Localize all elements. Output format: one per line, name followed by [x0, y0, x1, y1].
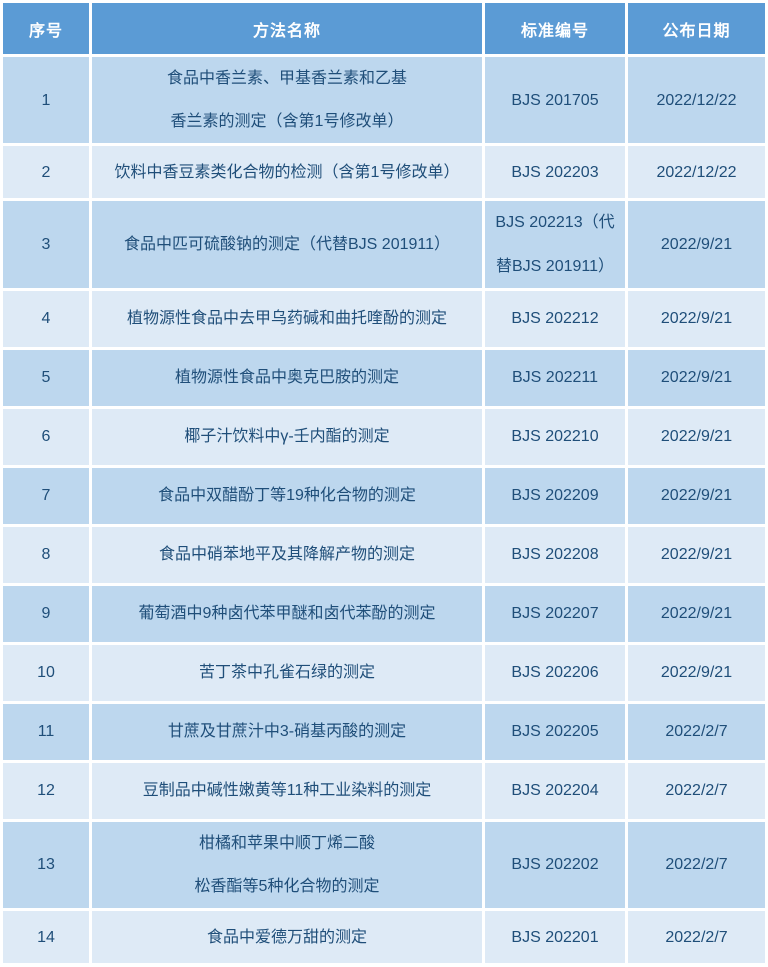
publish-date-cell: 2022/9/21	[628, 201, 765, 288]
table-row: 10 苦丁茶中孔雀石绿的测定 BJS 202206 2022/9/21	[3, 644, 765, 701]
method-name-cell: 食品中爱德万甜的测定	[92, 911, 482, 964]
row-index-cell: 11	[3, 703, 89, 760]
standard-code-cell: BJS 202212	[485, 290, 625, 347]
row-index-cell: 14	[3, 911, 89, 964]
table-row: 14 食品中爱德万甜的测定 BJS 202201 2022/2/7	[3, 911, 765, 964]
publish-date-cell: 2022/2/7	[628, 762, 765, 819]
row-index-cell: 10	[3, 644, 89, 701]
publish-date-cell: 2022/9/21	[628, 585, 765, 642]
row-index-cell: 6	[3, 408, 89, 465]
row-index-cell: 7	[3, 467, 89, 524]
method-name-cell: 植物源性食品中奥克巴胺的测定	[92, 349, 482, 406]
method-name-cell: 苦丁茶中孔雀石绿的测定	[92, 644, 482, 701]
method-name-cell: 植物源性食品中去甲乌药碱和曲托喹酚的测定	[92, 290, 482, 347]
publish-date-cell: 2022/2/7	[628, 911, 765, 964]
method-name-cell: 食品中匹可硫酸钠的测定（代替BJS 201911）	[92, 201, 482, 288]
standard-code-cell: BJS 201705	[485, 57, 625, 144]
table-row: 9 葡萄酒中9种卤代苯甲醚和卤代苯酚的测定 BJS 202207 2022/9/…	[3, 585, 765, 642]
table-row: 6 椰子汁饮料中γ-壬内酯的测定 BJS 202210 2022/9/21	[3, 408, 765, 465]
standard-code-cell: BJS 202208	[485, 526, 625, 583]
table-row: 12 豆制品中碱性嫩黄等11种工业染料的测定 BJS 202204 2022/2…	[3, 762, 765, 819]
row-index-cell: 5	[3, 349, 89, 406]
publish-date-cell: 2022/9/21	[628, 408, 765, 465]
table-row: 3 食品中匹可硫酸钠的测定（代替BJS 201911） BJS 202213（代…	[3, 201, 765, 288]
method-name-cell: 柑橘和苹果中顺丁烯二酸松香酯等5种化合物的测定	[92, 821, 482, 909]
table-row: 13 柑橘和苹果中顺丁烯二酸松香酯等5种化合物的测定 BJS 202202 20…	[3, 821, 765, 909]
publish-date-cell: 2022/9/21	[628, 467, 765, 524]
standard-code-cell: BJS 202209	[485, 467, 625, 524]
standard-code-cell: BJS 202201	[485, 911, 625, 964]
publish-date-cell: 2022/12/22	[628, 146, 765, 199]
method-name-cell: 椰子汁饮料中γ-壬内酯的测定	[92, 408, 482, 465]
method-name-cell: 食品中双醋酚丁等19种化合物的测定	[92, 467, 482, 524]
standard-code-cell: BJS 202203	[485, 146, 625, 199]
standard-code-cell: BJS 202202	[485, 821, 625, 909]
standard-code-cell: BJS 202210	[485, 408, 625, 465]
row-index-cell: 2	[3, 146, 89, 199]
method-name-cell: 甘蔗及甘蔗汁中3-硝基丙酸的测定	[92, 703, 482, 760]
table-row: 1 食品中香兰素、甲基香兰素和乙基香兰素的测定（含第1号修改单） BJS 201…	[3, 57, 765, 144]
row-index-cell: 13	[3, 821, 89, 909]
table-row: 2 饮料中香豆素类化合物的检测（含第1号修改单） BJS 202203 2022…	[3, 146, 765, 199]
standard-code-cell: BJS 202205	[485, 703, 625, 760]
col-header-index: 序号	[3, 3, 89, 54]
table-row: 7 食品中双醋酚丁等19种化合物的测定 BJS 202209 2022/9/21	[3, 467, 765, 524]
standard-code-cell: BJS 202213（代替BJS 201911）	[485, 201, 625, 288]
row-index-cell: 12	[3, 762, 89, 819]
standard-code-cell: BJS 202204	[485, 762, 625, 819]
publish-date-cell: 2022/9/21	[628, 526, 765, 583]
standard-code-cell: BJS 202207	[485, 585, 625, 642]
publish-date-cell: 2022/9/21	[628, 644, 765, 701]
publish-date-cell: 2022/2/7	[628, 703, 765, 760]
col-header-publish-date: 公布日期	[628, 3, 765, 54]
col-header-method-name: 方法名称	[92, 3, 482, 54]
row-index-cell: 8	[3, 526, 89, 583]
method-name-cell: 葡萄酒中9种卤代苯甲醚和卤代苯酚的测定	[92, 585, 482, 642]
table-row: 5 植物源性食品中奥克巴胺的测定 BJS 202211 2022/9/21	[3, 349, 765, 406]
publish-date-cell: 2022/12/22	[628, 57, 765, 144]
table-row: 4 植物源性食品中去甲乌药碱和曲托喹酚的测定 BJS 202212 2022/9…	[3, 290, 765, 347]
publish-date-cell: 2022/2/7	[628, 821, 765, 909]
publish-date-cell: 2022/9/21	[628, 349, 765, 406]
table-row: 8 食品中硝苯地平及其降解产物的测定 BJS 202208 2022/9/21	[3, 526, 765, 583]
row-index-cell: 4	[3, 290, 89, 347]
row-index-cell: 1	[3, 57, 89, 144]
method-name-cell: 豆制品中碱性嫩黄等11种工业染料的测定	[92, 762, 482, 819]
method-name-cell: 饮料中香豆素类化合物的检测（含第1号修改单）	[92, 146, 482, 199]
method-name-cell: 食品中香兰素、甲基香兰素和乙基香兰素的测定（含第1号修改单）	[92, 57, 482, 144]
method-name-cell: 食品中硝苯地平及其降解产物的测定	[92, 526, 482, 583]
table-header-row: 序号 方法名称 标准编号 公布日期	[3, 3, 765, 54]
col-header-standard-code: 标准编号	[485, 3, 625, 54]
standard-code-cell: BJS 202211	[485, 349, 625, 406]
standard-code-cell: BJS 202206	[485, 644, 625, 701]
table-row: 11 甘蔗及甘蔗汁中3-硝基丙酸的测定 BJS 202205 2022/2/7	[3, 703, 765, 760]
row-index-cell: 3	[3, 201, 89, 288]
row-index-cell: 9	[3, 585, 89, 642]
publish-date-cell: 2022/9/21	[628, 290, 765, 347]
